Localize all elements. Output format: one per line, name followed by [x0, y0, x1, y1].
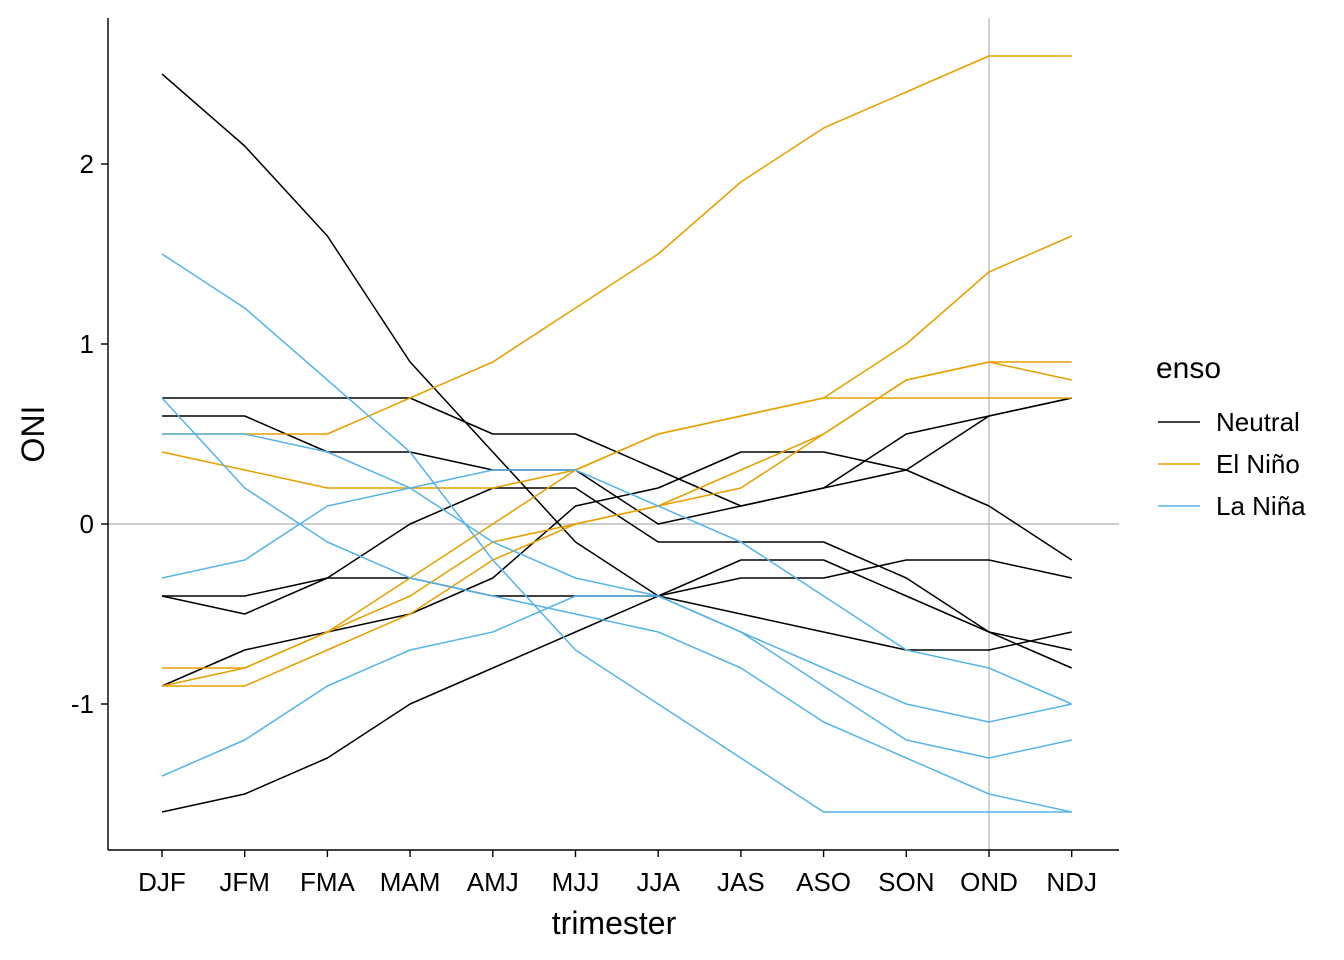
legend-label-neutral: Neutral: [1216, 407, 1300, 437]
x-tick-label: FMA: [300, 867, 356, 897]
x-ticks: DJF JFM FMA MAM AMJ MJJ JJA JAS ASO SON OND NDJ: [138, 850, 1097, 897]
x-tick-label: ASO: [796, 867, 851, 897]
y-axis-title: ONI: [15, 406, 51, 463]
x-tick-label: MAM: [380, 867, 441, 897]
reference-lines: [108, 18, 1119, 850]
x-tick-label: NDJ: [1046, 867, 1097, 897]
series-line-neutral-7: [161, 559, 1072, 813]
x-tick-label: AMJ: [467, 867, 519, 897]
series-line-el-nino-10: [162, 361, 1072, 687]
y-ticks: -1 0 1 2: [71, 149, 108, 719]
legend: enso Neutral El Niño La Niña: [1156, 352, 1306, 521]
series-line-el-nino-12: [162, 55, 1072, 435]
x-tick-label: DJF: [138, 867, 186, 897]
series-line-la-nina-15: [162, 433, 1072, 759]
series-line-el-nino-8: [161, 397, 1072, 687]
series-line-neutral-3: [162, 397, 1072, 525]
series-line-el-nino-11: [161, 235, 1072, 489]
x-tick-label: MJJ: [552, 867, 600, 897]
legend-label-la-nina: La Niña: [1216, 491, 1306, 521]
y-tick-label: 1: [80, 329, 94, 359]
x-tick-label: JAS: [717, 867, 765, 897]
y-tick-label: -1: [71, 689, 94, 719]
x-tick-label: OND: [960, 867, 1018, 897]
y-tick-label: 2: [80, 149, 94, 179]
series-line-la-nina-13: [161, 253, 1072, 813]
series-lines: [161, 55, 1073, 813]
series-line-la-nina-14: [161, 397, 1072, 813]
series-line-neutral-1: [161, 73, 1072, 651]
legend-label-el-nino: El Niño: [1216, 449, 1300, 479]
legend-title: enso: [1156, 352, 1221, 385]
series-line-neutral-6: [161, 451, 1073, 687]
series-line-la-nina-16: [161, 469, 1072, 705]
x-tick-label: JJA: [637, 867, 681, 897]
axes: [107, 18, 1119, 851]
x-axis-title: trimester: [552, 905, 677, 941]
series-line-la-nina-17: [161, 595, 1072, 777]
x-tick-label: SON: [878, 867, 934, 897]
x-tick-label: JFM: [219, 867, 270, 897]
series-line-neutral-4: [162, 559, 1072, 651]
y-tick-label: 0: [80, 509, 94, 539]
